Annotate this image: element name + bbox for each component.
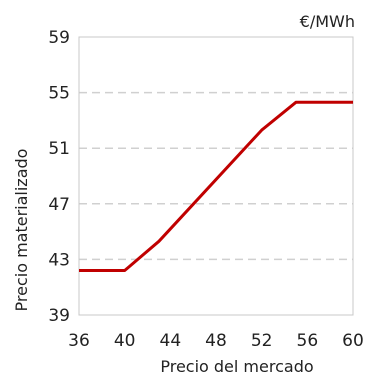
series-line (79, 100, 353, 272)
y-tick-label: 39 (48, 306, 70, 326)
x-tick-label: 48 (205, 331, 227, 351)
y-tick-label: 47 (48, 195, 70, 215)
x-tick-label: 40 (114, 331, 136, 351)
x-tick-label: 52 (251, 331, 273, 351)
y-tick-label: 55 (48, 84, 70, 104)
grid-lines (79, 91, 353, 261)
y-tick-label: 43 (48, 250, 70, 270)
x-tick-label: 36 (68, 331, 90, 351)
y-axis-ticks: 39 43 47 51 55 59 (48, 28, 70, 326)
x-axis-title: Precio del mercado (160, 357, 313, 376)
x-axis-ticks: 36 40 44 48 52 56 60 (68, 331, 364, 351)
plot-frame (78, 36, 354, 316)
x-tick-label: 44 (160, 331, 182, 351)
unit-label: €/MWh (300, 12, 355, 31)
series-layer (79, 100, 353, 272)
y-axis-title: Precio materializado (12, 149, 31, 312)
x-tick-label: 56 (297, 331, 319, 351)
y-tick-label: 51 (48, 139, 70, 159)
y-tick-label: 59 (48, 28, 70, 48)
x-tick-label: 60 (342, 331, 364, 351)
